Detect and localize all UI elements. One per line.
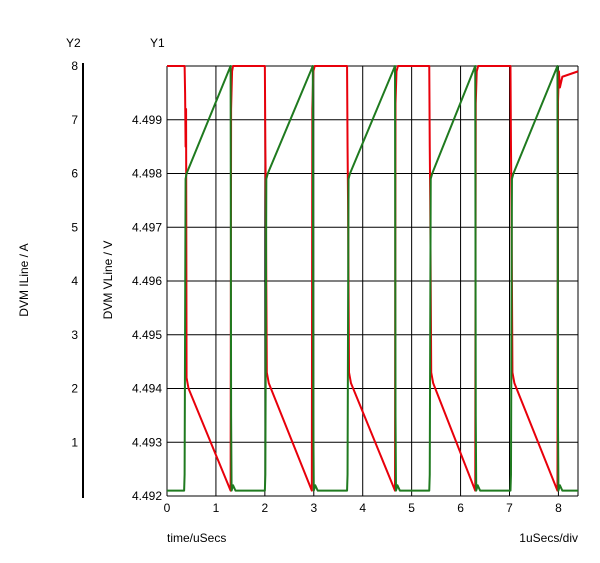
x-tick-label: 6 — [457, 501, 464, 515]
y2-axis-label: Y2 — [66, 36, 81, 50]
y1-tick-label: 4.492 — [132, 489, 162, 503]
y1-axis-label: Y1 — [150, 36, 165, 50]
y2-tick-label: 6 — [71, 167, 78, 181]
tick-labels: 0 1 2 3 4 5 6 7 8 4.492 4.493 4.494 4.495 4.496 4.497 4… — [71, 59, 562, 515]
x-tick-label: 3 — [310, 501, 317, 515]
y2-tick-label: 7 — [71, 113, 78, 127]
x-tick-label: 0 — [164, 501, 171, 515]
y1-tick-label: 4.498 — [132, 167, 162, 181]
y1-axis-title: DVM VLine / V — [101, 241, 115, 320]
x-tick-label: 5 — [408, 501, 415, 515]
y2-tick-label: 3 — [71, 328, 78, 342]
y2-tick-label: 4 — [71, 274, 78, 288]
y2-tick-label: 1 — [71, 435, 78, 449]
y2-axis-title: DVM ILine / A — [17, 243, 31, 316]
x-axis-title: time/uSecs — [167, 531, 226, 545]
y2-tick-label: 8 — [71, 59, 78, 73]
y2-tick-label: 2 — [71, 382, 78, 396]
x-scale-label: 1uSecs/div — [519, 531, 578, 545]
x-tick-label: 1 — [213, 501, 220, 515]
y1-tick-label: 4.493 — [132, 435, 162, 449]
series-line-0 — [167, 65, 579, 492]
y1-tick-label: 4.497 — [132, 220, 162, 234]
y1-tick-label: 4.499 — [132, 113, 162, 127]
y2-tick-label: 5 — [71, 220, 78, 234]
series-line-1 — [167, 65, 578, 492]
grid — [166, 65, 579, 497]
y1-tick-label: 4.495 — [132, 328, 162, 342]
x-tick-label: 7 — [506, 501, 513, 515]
plot-area — [167, 65, 579, 492]
y1-tick-label: 4.494 — [132, 382, 162, 396]
x-tick-label: 8 — [555, 501, 562, 515]
x-tick-label: 2 — [262, 501, 269, 515]
y1-tick-label: 4.496 — [132, 274, 162, 288]
x-tick-label: 4 — [359, 501, 366, 515]
